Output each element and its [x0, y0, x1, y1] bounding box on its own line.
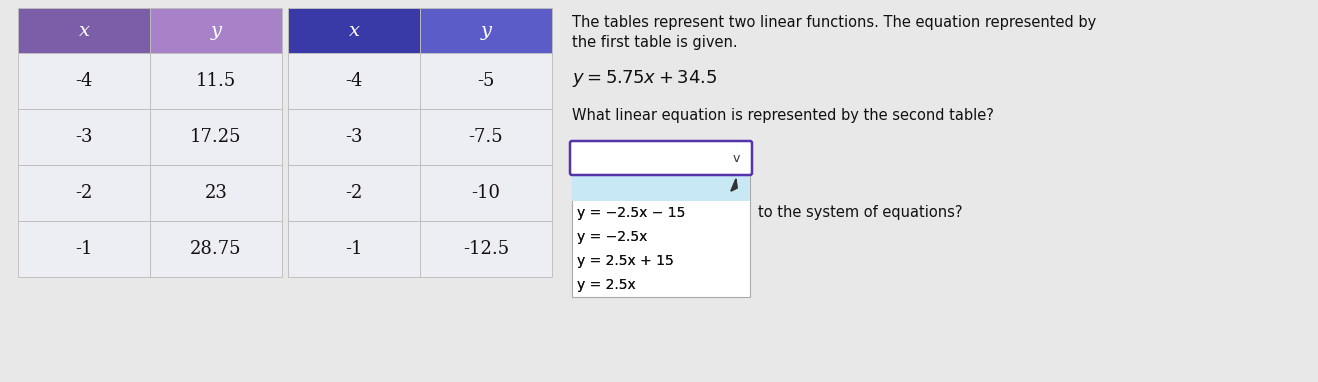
Bar: [150, 221, 282, 277]
Bar: [289, 8, 420, 53]
Bar: [150, 8, 282, 53]
Text: y = −2.5x − 15: y = −2.5x − 15: [577, 206, 685, 220]
Bar: [289, 221, 420, 277]
Text: -5: -5: [477, 72, 494, 90]
Bar: [572, 173, 750, 201]
Text: y = 2.5x + 15: y = 2.5x + 15: [577, 254, 673, 268]
Text: to the system of equations?: to the system of equations?: [758, 206, 962, 220]
Text: 23: 23: [204, 184, 228, 202]
Text: 17.25: 17.25: [190, 128, 241, 146]
Text: -12.5: -12.5: [463, 240, 509, 258]
Text: $y = 5.75x + 34.5$: $y = 5.75x + 34.5$: [572, 68, 717, 89]
Bar: [572, 173, 750, 297]
Bar: [420, 8, 552, 53]
Text: v: v: [733, 152, 739, 165]
Text: y = 2.5x + 15: y = 2.5x + 15: [577, 254, 673, 268]
Text: y: y: [211, 21, 221, 39]
Bar: [289, 53, 420, 109]
Bar: [150, 109, 282, 165]
Text: x: x: [79, 21, 90, 39]
Text: -4: -4: [345, 72, 362, 90]
Text: -1: -1: [75, 240, 92, 258]
Text: -2: -2: [75, 184, 92, 202]
Text: -4: -4: [75, 72, 92, 90]
Text: -3: -3: [75, 128, 92, 146]
Bar: [18, 8, 150, 53]
Polygon shape: [731, 179, 737, 191]
FancyBboxPatch shape: [569, 141, 753, 175]
Text: y = −2.5x: y = −2.5x: [577, 230, 647, 244]
Bar: [18, 221, 150, 277]
Text: The tables represent two linear functions. The equation represented by: The tables represent two linear function…: [572, 15, 1097, 30]
Bar: [18, 53, 150, 109]
Text: -10: -10: [472, 184, 501, 202]
Bar: [150, 53, 282, 109]
Text: y = −2.5x − 15: y = −2.5x − 15: [577, 206, 685, 220]
Bar: [18, 165, 150, 221]
Bar: [572, 173, 750, 201]
Text: the first table is given.: the first table is given.: [572, 35, 738, 50]
Bar: [420, 53, 552, 109]
Text: y = 2.5x: y = 2.5x: [577, 278, 635, 292]
Text: y = −2.5x: y = −2.5x: [577, 230, 647, 244]
Text: 11.5: 11.5: [196, 72, 236, 90]
Text: What linear equation is represented by the second table?: What linear equation is represented by t…: [572, 108, 994, 123]
Bar: [420, 165, 552, 221]
Text: -1: -1: [345, 240, 362, 258]
Bar: [289, 109, 420, 165]
Bar: [150, 165, 282, 221]
Polygon shape: [731, 179, 737, 191]
Text: -7.5: -7.5: [469, 128, 503, 146]
Text: x: x: [348, 21, 360, 39]
Text: -2: -2: [345, 184, 362, 202]
Text: y: y: [481, 21, 492, 39]
Bar: [420, 221, 552, 277]
Bar: [18, 109, 150, 165]
Bar: [420, 109, 552, 165]
Bar: [289, 165, 420, 221]
Text: 28.75: 28.75: [190, 240, 241, 258]
Text: y = 2.5x: y = 2.5x: [577, 278, 635, 292]
Bar: [558, 0, 1318, 382]
Text: -3: -3: [345, 128, 362, 146]
